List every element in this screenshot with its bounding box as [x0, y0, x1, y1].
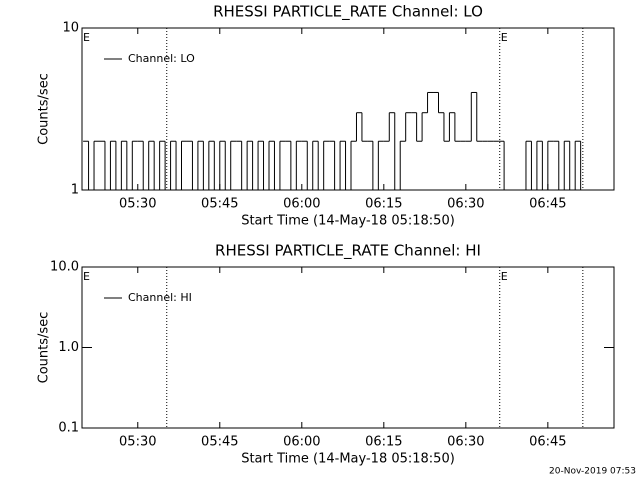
y-axis-label: Counts/sec	[37, 312, 52, 384]
y-axis-label: Counts/sec	[37, 73, 52, 145]
y-tick-label: 10.0	[50, 260, 79, 275]
x-tick-label: 06:00	[283, 435, 320, 450]
x-tick-label: 05:30	[119, 197, 156, 212]
x-tick-label: 05:45	[201, 197, 238, 212]
annotation: E	[83, 31, 90, 44]
footer: 20-Nov-2019 07:53	[549, 467, 636, 477]
y-tick-label: 0.1	[58, 421, 79, 436]
annotation: E	[501, 31, 508, 44]
x-tick-label: 06:45	[529, 197, 566, 212]
x-tick-label: 05:30	[119, 435, 156, 450]
x-tick-label: 06:30	[447, 435, 484, 450]
y-tick-label: 1.0	[58, 340, 79, 355]
y-tick-label: 1	[71, 183, 79, 198]
annotation: E	[83, 270, 90, 283]
x-tick-label: 06:15	[365, 435, 402, 450]
x-tick-label: 06:30	[447, 197, 484, 212]
x-tick-label: 06:00	[283, 197, 320, 212]
legend-label: Channel: LO	[128, 52, 195, 65]
y-tick-label: 10	[62, 21, 79, 36]
annotation: E	[501, 270, 508, 283]
chart-title: RHESSI PARTICLE_RATE Channel: LO	[213, 3, 483, 22]
x-axis-label: Start Time (14-May-18 05:18:50)	[241, 452, 455, 467]
legend-label: Channel: HI	[128, 291, 192, 304]
x-tick-label: 06:45	[529, 435, 566, 450]
x-axis-label: Start Time (14-May-18 05:18:50)	[241, 214, 455, 229]
x-tick-label: 05:45	[201, 435, 238, 450]
x-tick-label: 06:15	[365, 197, 402, 212]
chart-title: RHESSI PARTICLE_RATE Channel: HI	[215, 242, 481, 261]
